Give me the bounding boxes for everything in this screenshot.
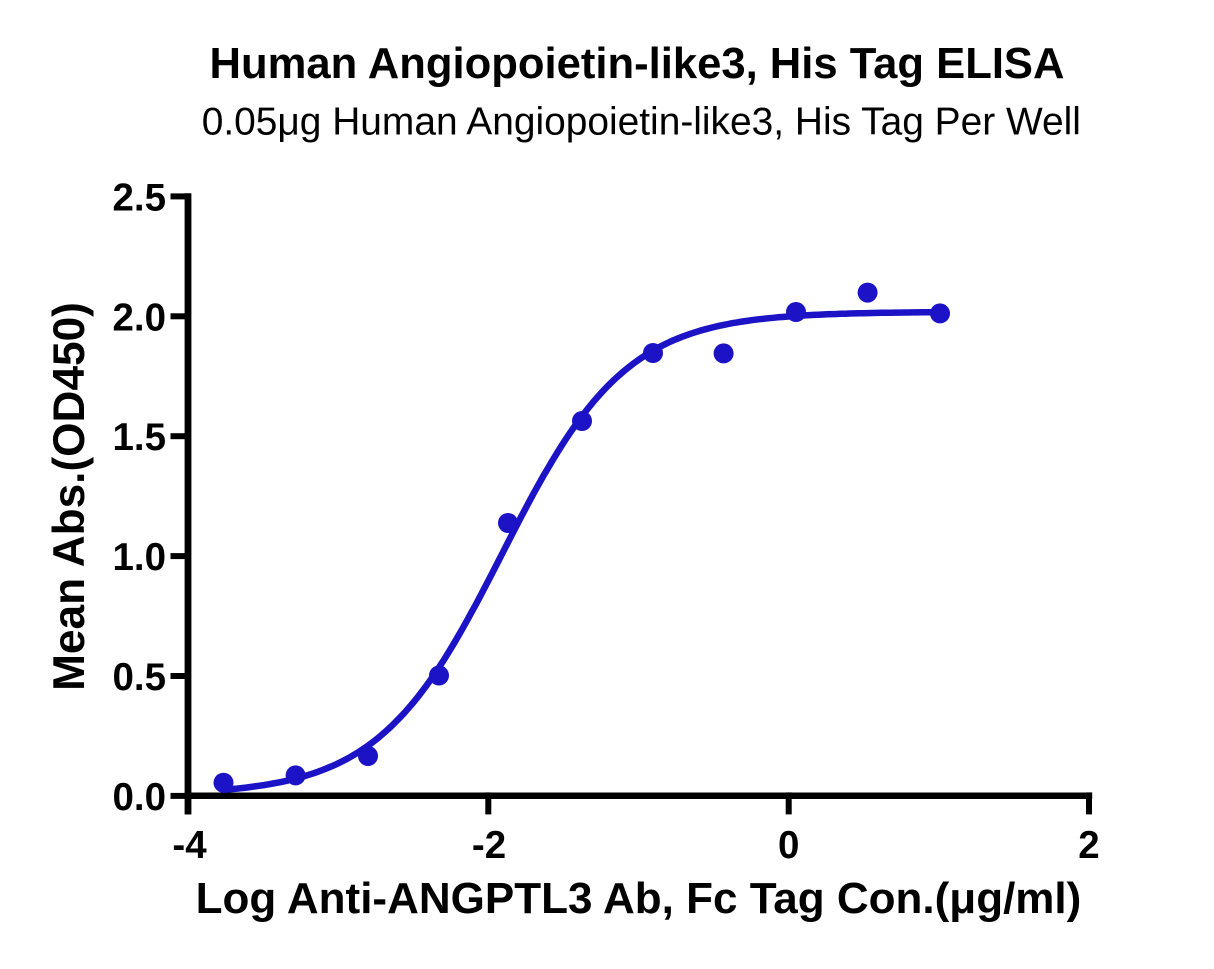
svg-text:0.05μg Human Angiopoietin-like: 0.05μg Human Angiopoietin-like3, His Tag… xyxy=(202,101,1081,144)
svg-text:Mean Abs.(OD450): Mean Abs.(OD450) xyxy=(45,302,94,691)
svg-text:1.5: 1.5 xyxy=(112,416,166,459)
svg-text:Human Angiopoietin-like3, His: Human Angiopoietin-like3, His Tag ELISA xyxy=(210,40,1065,88)
svg-text:-4: -4 xyxy=(172,824,207,867)
svg-text:2: 2 xyxy=(1078,824,1099,867)
svg-text:2.0: 2.0 xyxy=(112,296,166,339)
svg-text:1.0: 1.0 xyxy=(112,536,166,579)
svg-text:-2: -2 xyxy=(472,824,506,867)
svg-text:2.5: 2.5 xyxy=(112,176,166,219)
svg-text:0.0: 0.0 xyxy=(112,776,166,819)
svg-text:0.5: 0.5 xyxy=(112,656,166,699)
svg-text:Log Anti-ANGPTL3 Ab, Fc Tag Co: Log Anti-ANGPTL3 Ab, Fc Tag Con.(μg/ml) xyxy=(196,874,1082,923)
svg-text:0: 0 xyxy=(778,824,799,867)
